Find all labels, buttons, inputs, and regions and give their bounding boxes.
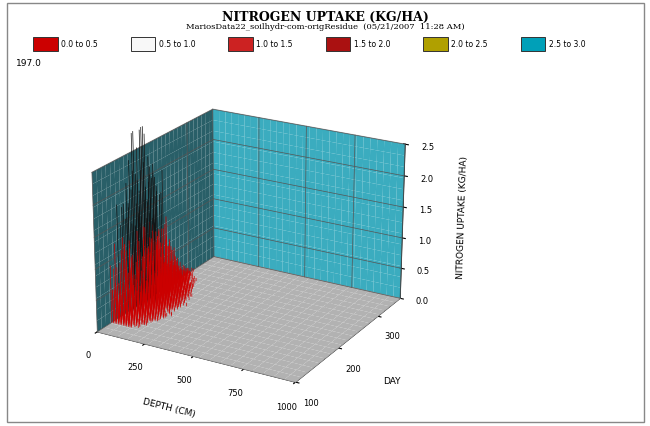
Text: 0.5 to 1.0: 0.5 to 1.0 xyxy=(159,40,195,49)
Text: 1.0 to 1.5: 1.0 to 1.5 xyxy=(256,40,292,49)
Text: 2.0 to 2.5: 2.0 to 2.5 xyxy=(451,40,488,49)
Text: 2.5 to 3.0: 2.5 to 3.0 xyxy=(549,40,585,49)
Y-axis label: DAY: DAY xyxy=(383,376,400,385)
Text: NITROGEN UPTAKE (KG/HA): NITROGEN UPTAKE (KG/HA) xyxy=(222,11,428,23)
Text: MariosData22_soilhydr-com-origResidue  (05/21/2007  11:28 AM): MariosData22_soilhydr-com-origResidue (0… xyxy=(186,23,464,32)
Text: 1.5 to 2.0: 1.5 to 2.0 xyxy=(354,40,390,49)
Text: 0.0 to 0.5: 0.0 to 0.5 xyxy=(61,40,98,49)
Text: 197.0: 197.0 xyxy=(16,59,42,68)
X-axis label: DEPTH (CM): DEPTH (CM) xyxy=(141,396,196,418)
